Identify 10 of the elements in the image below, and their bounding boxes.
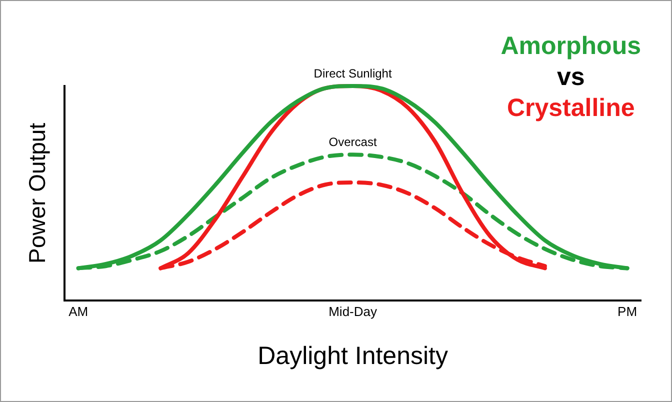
- annotation: Overcast: [328, 134, 378, 149]
- x-axis-title: Daylight Intensity: [258, 342, 448, 370]
- annotation: vs: [556, 62, 586, 93]
- text: Amorphous: [500, 31, 641, 62]
- text: Crystalline: [506, 93, 636, 124]
- annotation: Direct Sunlight: [314, 66, 392, 80]
- x-tick-label: PM: [618, 304, 638, 319]
- x-tick-label: AM: [68, 304, 88, 319]
- x-tick-label: Mid-Day: [328, 304, 378, 319]
- y-axis-title: Power Output: [24, 122, 50, 264]
